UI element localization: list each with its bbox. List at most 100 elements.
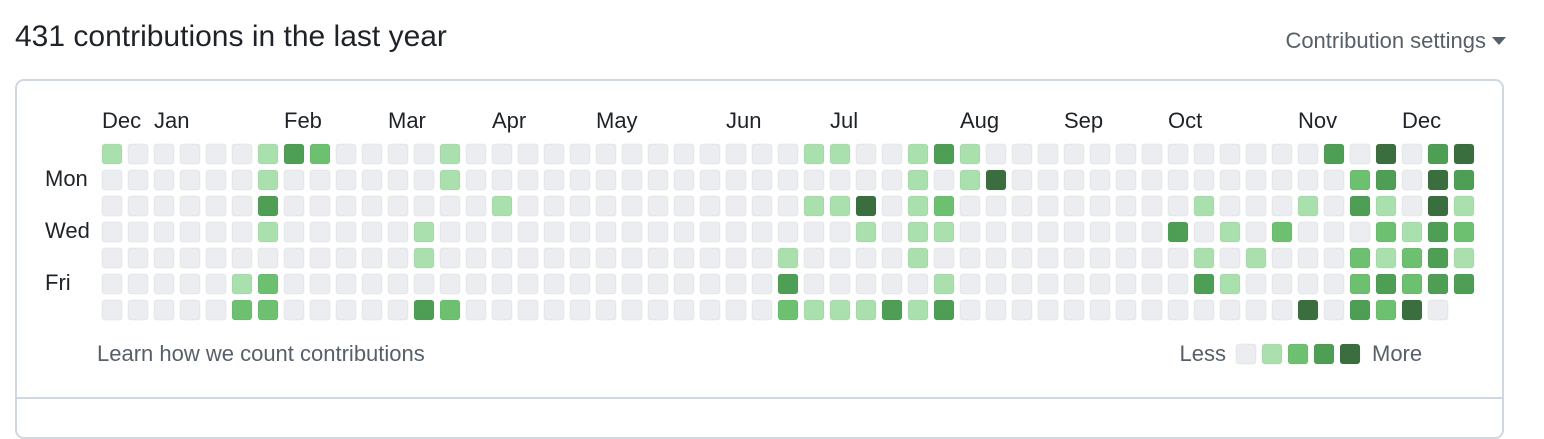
contribution-cell[interactable] xyxy=(907,169,929,191)
contribution-cell[interactable] xyxy=(829,221,851,243)
contribution-cell[interactable] xyxy=(1115,247,1137,269)
contribution-cell[interactable] xyxy=(673,247,695,269)
contribution-cell[interactable] xyxy=(621,299,643,321)
contribution-cell[interactable] xyxy=(1219,247,1241,269)
contribution-cell[interactable] xyxy=(699,299,721,321)
contribution-cell[interactable] xyxy=(1063,247,1085,269)
contribution-cell[interactable] xyxy=(1427,247,1449,269)
contribution-cell[interactable] xyxy=(1297,195,1319,217)
contribution-cell[interactable] xyxy=(1271,247,1293,269)
contribution-cell[interactable] xyxy=(1011,247,1033,269)
contribution-cell[interactable] xyxy=(1297,273,1319,295)
contribution-cell[interactable] xyxy=(1115,221,1137,243)
contribution-cell[interactable] xyxy=(465,247,487,269)
contribution-cell[interactable] xyxy=(673,195,695,217)
contribution-cell[interactable] xyxy=(699,143,721,165)
contribution-cell[interactable] xyxy=(751,299,773,321)
contribution-cell[interactable] xyxy=(595,195,617,217)
contribution-cell[interactable] xyxy=(1063,299,1085,321)
contribution-cell[interactable] xyxy=(205,299,227,321)
settings-dropdown[interactable]: Contribution settings xyxy=(1285,28,1506,54)
contribution-cell[interactable] xyxy=(1245,221,1267,243)
contribution-cell[interactable] xyxy=(153,247,175,269)
contribution-cell[interactable] xyxy=(1427,299,1449,321)
contribution-cell[interactable] xyxy=(1375,273,1397,295)
contribution-cell[interactable] xyxy=(1063,143,1085,165)
contribution-cell[interactable] xyxy=(855,169,877,191)
contribution-cell[interactable] xyxy=(777,299,799,321)
contribution-cell[interactable] xyxy=(1089,273,1111,295)
contribution-cell[interactable] xyxy=(1271,169,1293,191)
contribution-cell[interactable] xyxy=(283,143,305,165)
contribution-cell[interactable] xyxy=(283,221,305,243)
contribution-cell[interactable] xyxy=(439,273,461,295)
contribution-cell[interactable] xyxy=(543,247,565,269)
contribution-cell[interactable] xyxy=(569,299,591,321)
contribution-cell[interactable] xyxy=(1245,247,1267,269)
contribution-cell[interactable] xyxy=(1349,221,1371,243)
contribution-cell[interactable] xyxy=(1297,169,1319,191)
contribution-cell[interactable] xyxy=(1349,273,1371,295)
contribution-cell[interactable] xyxy=(1427,195,1449,217)
contribution-cell[interactable] xyxy=(959,143,981,165)
contribution-cell[interactable] xyxy=(1297,247,1319,269)
contribution-cell[interactable] xyxy=(699,247,721,269)
contribution-cell[interactable] xyxy=(361,273,383,295)
contribution-cell[interactable] xyxy=(257,195,279,217)
contribution-cell[interactable] xyxy=(1193,247,1215,269)
contribution-cell[interactable] xyxy=(1349,299,1371,321)
contribution-cell[interactable] xyxy=(725,273,747,295)
contribution-cell[interactable] xyxy=(491,143,513,165)
contribution-cell[interactable] xyxy=(179,273,201,295)
contribution-cell[interactable] xyxy=(725,195,747,217)
contribution-cell[interactable] xyxy=(387,169,409,191)
contribution-cell[interactable] xyxy=(1167,221,1189,243)
contribution-cell[interactable] xyxy=(335,221,357,243)
contribution-cell[interactable] xyxy=(101,221,123,243)
contribution-cell[interactable] xyxy=(803,221,825,243)
contribution-cell[interactable] xyxy=(127,299,149,321)
contribution-cell[interactable] xyxy=(777,195,799,217)
contribution-cell[interactable] xyxy=(413,299,435,321)
contribution-cell[interactable] xyxy=(803,195,825,217)
contribution-cell[interactable] xyxy=(621,221,643,243)
contribution-cell[interactable] xyxy=(153,195,175,217)
contribution-cell[interactable] xyxy=(1193,195,1215,217)
contribution-cell[interactable] xyxy=(647,247,669,269)
contribution-cell[interactable] xyxy=(231,221,253,243)
contribution-cell[interactable] xyxy=(1089,195,1111,217)
contribution-cell[interactable] xyxy=(517,273,539,295)
contribution-cell[interactable] xyxy=(335,247,357,269)
contribution-cell[interactable] xyxy=(881,247,903,269)
contribution-cell[interactable] xyxy=(569,169,591,191)
contribution-cell[interactable] xyxy=(777,169,799,191)
contribution-cell[interactable] xyxy=(1453,143,1475,165)
contribution-cell[interactable] xyxy=(959,195,981,217)
contribution-cell[interactable] xyxy=(1193,299,1215,321)
contribution-cell[interactable] xyxy=(985,169,1007,191)
contribution-cell[interactable] xyxy=(569,195,591,217)
contribution-cell[interactable] xyxy=(1037,221,1059,243)
contribution-cell[interactable] xyxy=(751,195,773,217)
contribution-cell[interactable] xyxy=(1193,143,1215,165)
contribution-cell[interactable] xyxy=(179,299,201,321)
learn-link[interactable]: Learn how we count contributions xyxy=(97,341,425,366)
contribution-cell[interactable] xyxy=(829,143,851,165)
contribution-cell[interactable] xyxy=(413,247,435,269)
contribution-cell[interactable] xyxy=(699,273,721,295)
contribution-cell[interactable] xyxy=(153,221,175,243)
contribution-cell[interactable] xyxy=(881,221,903,243)
contribution-cell[interactable] xyxy=(309,247,331,269)
contribution-cell[interactable] xyxy=(1297,221,1319,243)
contribution-cell[interactable] xyxy=(595,221,617,243)
contribution-cell[interactable] xyxy=(855,247,877,269)
contribution-cell[interactable] xyxy=(1453,221,1475,243)
contribution-cell[interactable] xyxy=(231,273,253,295)
contribution-cell[interactable] xyxy=(1271,273,1293,295)
contribution-cell[interactable] xyxy=(491,221,513,243)
contribution-cell[interactable] xyxy=(725,247,747,269)
contribution-cell[interactable] xyxy=(1375,169,1397,191)
contribution-cell[interactable] xyxy=(933,273,955,295)
contribution-cell[interactable] xyxy=(1167,247,1189,269)
contribution-cell[interactable] xyxy=(1219,169,1241,191)
